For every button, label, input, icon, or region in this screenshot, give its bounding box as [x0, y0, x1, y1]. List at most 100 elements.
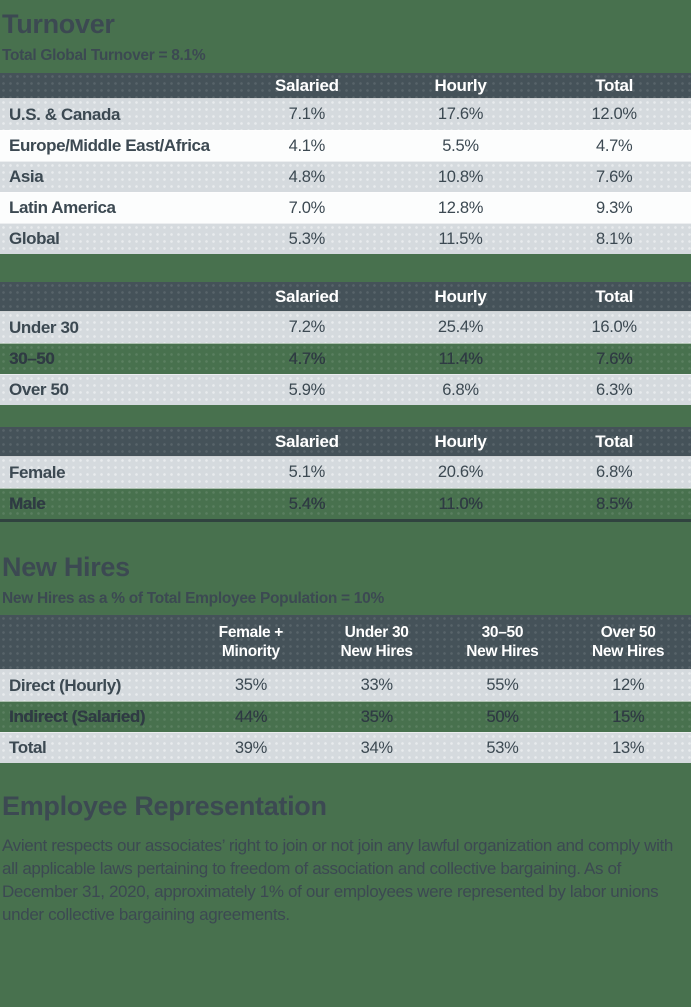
row-label: Over 50	[9, 380, 69, 399]
column-header-spacer	[0, 427, 230, 456]
column-header: Salaried	[274, 75, 339, 95]
row-label: Under 30	[9, 317, 79, 337]
column-header: Hourly	[434, 75, 487, 95]
row-label: Direct (Hourly)	[9, 675, 122, 695]
cell-value: 7.2%	[288, 318, 326, 336]
new-hires-heading: New Hires	[2, 552, 130, 582]
row-label: Total	[9, 738, 47, 757]
cell-value: 10.8%	[437, 167, 484, 186]
row-label: Europe/Middle East/Africa	[9, 136, 210, 155]
cell-value: 7.6%	[595, 167, 633, 186]
column-header: Hourly	[434, 431, 487, 451]
cell-value: 50%	[486, 707, 519, 726]
row-label: 30–50	[9, 349, 55, 368]
column-header: Total	[595, 431, 634, 451]
cell-value: 15%	[612, 707, 645, 726]
employee-representation-text: Avient respects our associates’ right to…	[2, 836, 673, 924]
new-hires-table: Female + Minority Under 30 New Hires 30–50…	[0, 615, 691, 763]
cell-value: 35%	[360, 707, 393, 726]
cell-value: 13%	[612, 738, 645, 757]
table-row: 30–50 4.7% 11.4% 7.6%	[0, 343, 691, 374]
turnover-subtitle: Total Global Turnover = 8.1%	[2, 47, 206, 64]
table-row: Latin America 7.0% 12.8% 9.3%	[0, 192, 691, 223]
table-row: Global 5.3% 11.5% 8.1%	[0, 223, 691, 254]
table-row: U.S. & Canada 7.1% 17.6% 12.0%	[0, 99, 691, 130]
table-header-row: Female + Minority Under 30 New Hires 30–50…	[0, 615, 691, 670]
table-row: Over 50 5.9% 6.8% 6.3%	[0, 374, 691, 405]
cell-value: 4.7%	[288, 349, 326, 368]
cell-value: 6.3%	[595, 380, 633, 399]
cell-value: 17.6%	[437, 105, 484, 123]
cell-value: 20.6%	[437, 463, 484, 481]
row-label: U.S. & Canada	[9, 104, 120, 124]
column-header-spacer	[0, 282, 230, 311]
cell-value: 4.1%	[288, 136, 326, 155]
cell-value: 34%	[360, 738, 393, 757]
cell-value: 7.6%	[595, 349, 633, 368]
cell-value: 4.7%	[595, 136, 633, 155]
turnover-heading: Turnover	[2, 9, 115, 39]
cell-value: 5.9%	[288, 380, 326, 399]
cell-value: 5.5%	[442, 136, 479, 155]
cell-value: 44%	[234, 707, 267, 726]
cell-value: 6.8%	[442, 380, 479, 399]
table-row: Male 5.4% 11.0% 8.5%	[0, 488, 691, 519]
column-header: Female + Minority	[218, 624, 284, 660]
row-label: Female	[9, 462, 66, 482]
cell-value: 8.1%	[595, 229, 633, 248]
table-row: Female 5.1% 20.6% 6.8%	[0, 457, 691, 488]
row-label: Male	[9, 494, 46, 513]
row-label: Global	[9, 229, 60, 248]
column-header-spacer	[0, 73, 230, 98]
cell-value: 9.3%	[595, 198, 633, 217]
table-header-row: Salaried Hourly Total	[0, 73, 691, 99]
column-header: Total	[595, 286, 634, 306]
cell-value: 7.1%	[288, 105, 326, 123]
cell-value: 11.5%	[438, 229, 483, 248]
cell-value: 5.1%	[288, 463, 326, 481]
cell-value: 12.0%	[591, 105, 638, 123]
table-header-row: Salaried Hourly Total	[0, 282, 691, 312]
cell-value: 5.4%	[288, 494, 326, 513]
cell-value: 39%	[234, 738, 267, 757]
table-row: Europe/Middle East/Africa 4.1% 5.5% 4.7%	[0, 130, 691, 161]
cell-value: 6.8%	[595, 463, 633, 481]
column-header: Salaried	[274, 431, 339, 451]
table-row: Total 39% 34% 53% 13%	[0, 732, 691, 763]
table-row: Under 30 7.2% 25.4% 16.0%	[0, 312, 691, 343]
employee-representation-heading: Employee Representation	[2, 791, 327, 821]
cell-value: 12%	[612, 676, 645, 694]
table-header-row: Salaried Hourly Total	[0, 427, 691, 457]
turnover-by-gender-table: Salaried Hourly Total Female 5.1% 20.6% 6.8% Ma…	[0, 427, 691, 522]
column-header: Total	[595, 75, 634, 95]
cell-value: 8.5%	[595, 494, 633, 513]
table-row: Asia 4.8% 10.8% 7.6%	[0, 161, 691, 192]
cell-value: 7.0%	[288, 198, 326, 217]
row-label: Asia	[9, 167, 44, 186]
column-header: 30–50 New Hires	[466, 624, 539, 660]
cell-value: 53%	[486, 738, 519, 757]
column-header: Hourly	[434, 286, 487, 306]
column-header: Over 50 New Hires	[592, 624, 665, 660]
turnover-by-age-table: Salaried Hourly Total Under 30 7.2% 25.4% 16.0…	[0, 282, 691, 405]
column-header: Salaried	[274, 286, 339, 306]
cell-value: 55%	[486, 676, 519, 694]
column-header-spacer	[0, 615, 188, 669]
cell-value: 5.3%	[288, 229, 326, 248]
table-row: Indirect (Salaried) 44% 35% 50% 15%	[0, 701, 691, 732]
cell-value: 25.4%	[437, 318, 484, 336]
cell-value: 33%	[360, 676, 393, 694]
cell-value: 11.4%	[438, 349, 483, 368]
column-header: Under 30 New Hires	[340, 624, 414, 660]
cell-value: 12.8%	[437, 198, 484, 217]
row-label: Latin America	[9, 198, 116, 217]
cell-value: 16.0%	[591, 318, 638, 336]
cell-value: 4.8%	[288, 167, 326, 186]
row-label: Indirect (Salaried)	[9, 707, 145, 726]
table-row: Direct (Hourly) 35% 33% 55% 12%	[0, 670, 691, 701]
cell-value: 11.0%	[438, 494, 483, 513]
turnover-by-region-table: Salaried Hourly Total U.S. & Canada 7.1% 17.6…	[0, 73, 691, 254]
new-hires-subtitle: New Hires as a % of Total Employee Popul…	[2, 590, 384, 607]
cell-value: 35%	[234, 676, 267, 694]
